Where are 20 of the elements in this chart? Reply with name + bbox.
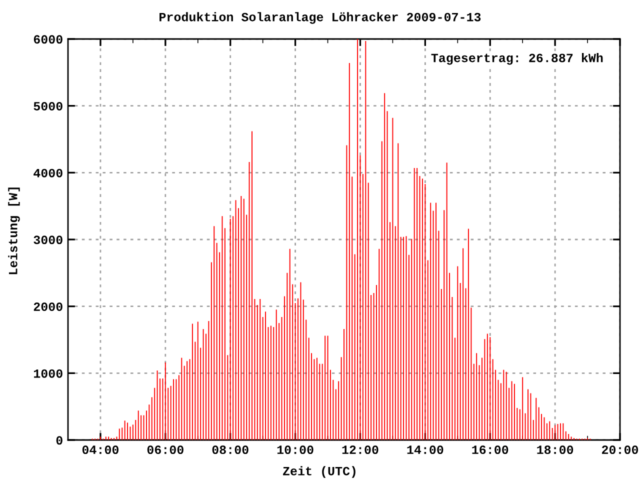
y-tick-label: 3000 bbox=[34, 236, 62, 244]
y-tick-label: 6000 bbox=[34, 35, 62, 44]
x-tick-label: 10:00 bbox=[277, 446, 314, 454]
x-tick-label: 16:00 bbox=[472, 446, 508, 454]
x-tick-label: 04:00 bbox=[82, 446, 118, 454]
x-tick-label: 08:00 bbox=[212, 446, 248, 454]
chart-title: Produktion Solaranlage Löhracker 2009-07-13 bbox=[160, 12, 481, 24]
x-tick-label: 06:00 bbox=[147, 446, 184, 454]
y-tick-label: 4000 bbox=[34, 168, 62, 178]
x-tick-label: 14:00 bbox=[407, 446, 444, 454]
x-axis-title: Zeit (UTC) bbox=[283, 466, 356, 478]
y-tick-label: 5000 bbox=[34, 102, 62, 110]
annotation: Tagesertrag: 26.887 kWh bbox=[431, 53, 603, 65]
y-tick-label: 2000 bbox=[34, 302, 62, 311]
x-tick-label: 20:00 bbox=[602, 446, 638, 454]
y-axis-title: Leistung [W] bbox=[8, 188, 20, 274]
x-tick-label: 18:00 bbox=[537, 446, 574, 454]
x-tick-label: 12:00 bbox=[342, 446, 378, 454]
y-tick-label: 1000 bbox=[34, 369, 62, 378]
y-tick-label: 0 bbox=[56, 436, 62, 445]
